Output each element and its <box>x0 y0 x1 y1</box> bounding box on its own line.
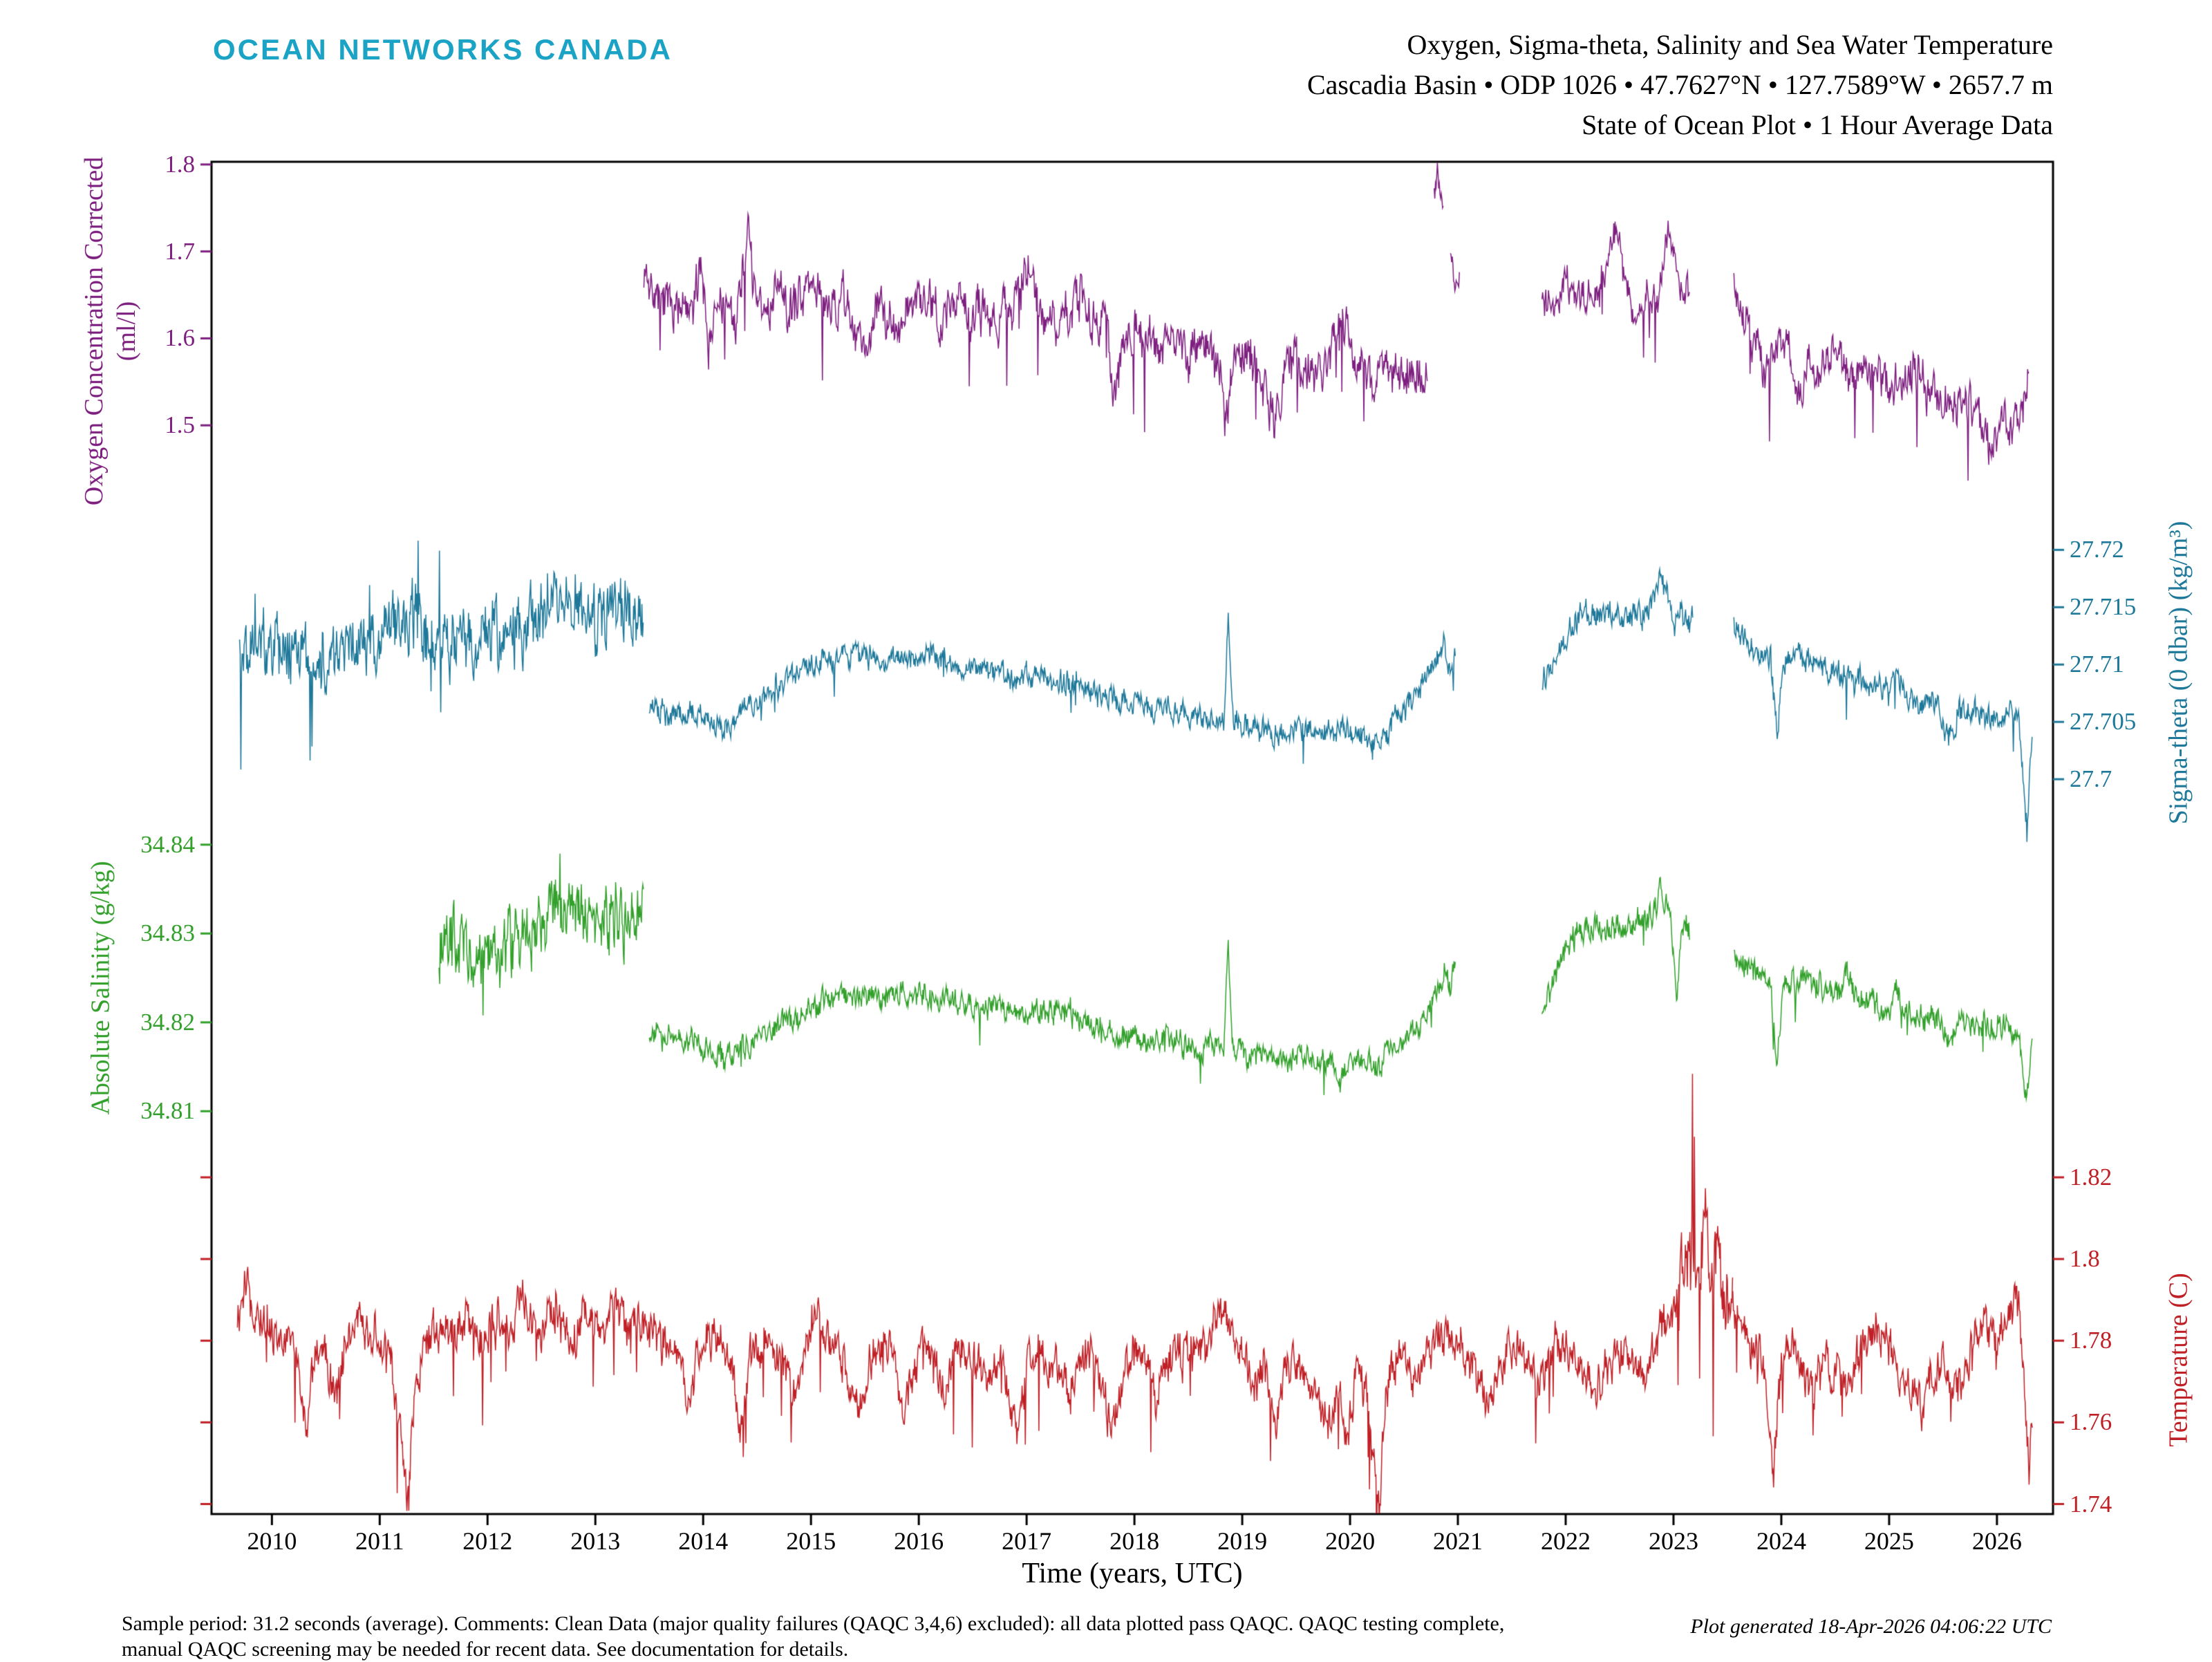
x-tick-2024: 2024 <box>1756 1527 1806 1555</box>
x-tick-2026: 2026 <box>1971 1527 2022 1555</box>
y-tick-oxygen-1.7: 1.7 <box>165 237 195 265</box>
y-tick-temperature-1.74: 1.74 <box>2070 1490 2112 1518</box>
footer-note-line1: Sample period: 31.2 seconds (average). C… <box>122 1612 1505 1635</box>
title-line-3: State of Ocean Plot • 1 Hour Average Dat… <box>1582 109 2053 140</box>
y-tick-salinity-34.81: 34.81 <box>140 1097 195 1125</box>
x-tick-2017: 2017 <box>1002 1527 1052 1555</box>
y-tick-oxygen-1.8: 1.8 <box>165 150 195 178</box>
y-tick-sigma-27.71: 27.71 <box>2070 651 2124 678</box>
y-tick-salinity-34.82: 34.82 <box>140 1008 195 1036</box>
x-tick-2019: 2019 <box>1217 1527 1268 1555</box>
y-tick-sigma-27.715: 27.715 <box>2070 593 2137 621</box>
x-tick-2022: 2022 <box>1541 1527 1591 1555</box>
x-tick-2016: 2016 <box>894 1527 944 1555</box>
x-tick-2018: 2018 <box>1109 1527 1160 1555</box>
footer-notes: Sample period: 31.2 seconds (average). C… <box>122 1611 1504 1662</box>
x-tick-2014: 2014 <box>678 1527 729 1555</box>
x-tick-2020: 2020 <box>1325 1527 1376 1555</box>
footer-note-line2: manual QAQC screening may be needed for … <box>122 1638 849 1661</box>
title-line-2: Cascadia Basin • ODP 1026 • 47.7627°N • … <box>1306 69 2053 100</box>
y-tick-temperature-1.8: 1.8 <box>2070 1245 2100 1273</box>
x-tick-2012: 2012 <box>462 1527 513 1555</box>
x-tick-2023: 2023 <box>1648 1527 1698 1555</box>
y-tick-oxygen-1.5: 1.5 <box>165 411 195 439</box>
title-line-1: Oxygen, Sigma-theta, Salinity and Sea Wa… <box>1407 29 2053 60</box>
y-tick-temperature-1.82: 1.82 <box>2070 1163 2112 1191</box>
title-block: Oxygen, Sigma-theta, Salinity and Sea Wa… <box>1307 25 2053 145</box>
x-tick-2011: 2011 <box>355 1527 404 1555</box>
y-tick-sigma-27.705: 27.705 <box>2070 708 2137 736</box>
y-tick-sigma-27.7: 27.7 <box>2070 765 2112 793</box>
x-tick-2015: 2015 <box>786 1527 836 1555</box>
x-tick-2013: 2013 <box>570 1527 621 1555</box>
y-tick-salinity-34.83: 34.83 <box>140 919 195 947</box>
y-tick-oxygen-1.6: 1.6 <box>165 324 195 352</box>
x-tick-2010: 2010 <box>247 1527 297 1555</box>
x-axis-label: Time (years, UTC) <box>1022 1558 1243 1589</box>
y-tick-temperature-1.78: 1.78 <box>2070 1327 2112 1354</box>
onc-logo: OCEAN NETWORKS CANADA <box>213 33 673 66</box>
x-tick-2021: 2021 <box>1433 1527 1483 1555</box>
plot-generated-timestamp: Plot generated 18-Apr-2026 04:06:22 UTC <box>1690 1615 2052 1638</box>
y-tick-temperature-1.76: 1.76 <box>2070 1408 2112 1436</box>
y-tick-salinity-34.84: 34.84 <box>140 830 195 858</box>
y-tick-sigma-27.72: 27.72 <box>2070 536 2124 563</box>
x-tick-2025: 2025 <box>1864 1527 1914 1555</box>
